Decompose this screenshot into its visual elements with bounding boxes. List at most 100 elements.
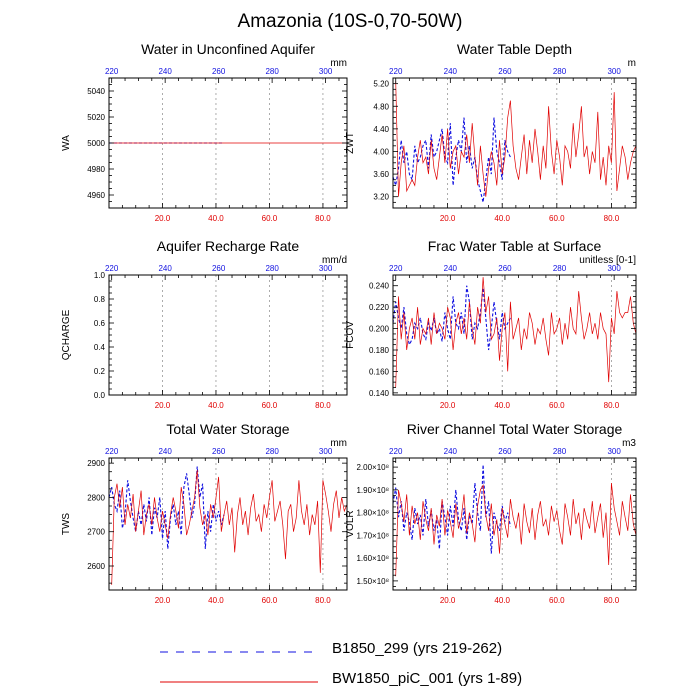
x-tick-label-top-qcharge: 220 xyxy=(105,264,119,273)
panel-title-volr: River Channel Total Water Storage xyxy=(407,421,623,437)
y-tick-label-volr: 1.70×10⁸ xyxy=(356,531,389,540)
series-line-tws-b1850 xyxy=(109,466,225,549)
x-tick-label-bottom-wa: 40.0 xyxy=(208,214,224,223)
x-tick-label-top-tws: 300 xyxy=(319,447,333,456)
x-tick-label-bottom-wa: 60.0 xyxy=(262,214,278,223)
units-label-volr: m3 xyxy=(622,438,636,449)
y-tick-label-volr: 2.00×10⁸ xyxy=(356,463,389,472)
y-tick-label-zwt: 5.20 xyxy=(373,80,389,89)
units-label-fcov: unitless [0-1] xyxy=(579,255,636,266)
x-tick-label-top-tws: 280 xyxy=(265,447,279,456)
series-group-zwt xyxy=(393,80,636,203)
x-tick-label-bottom-fcov: 40.0 xyxy=(494,401,510,410)
series-line-zwt-bw1850 xyxy=(395,80,636,197)
y-tick-label-volr: 1.60×10⁸ xyxy=(356,554,389,563)
x-tick-label-top-zwt: 300 xyxy=(607,67,621,76)
y-tick-label-tws: 2700 xyxy=(87,528,105,537)
panel-title-tws: Total Water Storage xyxy=(166,421,289,437)
y-tick-label-wa: 5000 xyxy=(87,139,105,148)
y-axis-label-volr: VOLR xyxy=(345,510,356,537)
x-tick-label-top-qcharge: 280 xyxy=(265,264,279,273)
series-line-fcov-bw1850 xyxy=(395,277,636,388)
x-tick-label-bottom-tws: 40.0 xyxy=(208,596,224,605)
series-line-volr-b1850 xyxy=(393,464,511,554)
x-tick-label-bottom-volr: 40.0 xyxy=(494,596,510,605)
series-group-tws xyxy=(109,466,347,585)
y-tick-label-qcharge: 0.0 xyxy=(94,391,106,400)
y-axis-label-qcharge: QCHARGE xyxy=(61,309,72,360)
series-group-volr xyxy=(393,464,636,577)
y-tick-label-volr: 1.50×10⁸ xyxy=(356,577,389,586)
y-tick-label-zwt: 4.80 xyxy=(373,102,389,111)
y-tick-label-fcov: 0.160 xyxy=(369,367,390,376)
y-axis-label-zwt: ZWT xyxy=(345,132,356,154)
x-tick-label-top-zwt: 260 xyxy=(498,67,512,76)
y-tick-label-fcov: 0.220 xyxy=(369,303,390,312)
x-tick-label-top-wa: 280 xyxy=(265,67,279,76)
x-tick-label-bottom-tws: 80.0 xyxy=(315,596,331,605)
y-axis-label-fcov: FCOV xyxy=(345,321,356,349)
plot-frame-qcharge xyxy=(108,274,348,396)
x-tick-label-bottom-volr: 80.0 xyxy=(604,596,620,605)
legend-item-bw1850: BW1850_piC_001 (yrs 1-89) xyxy=(160,670,640,694)
x-tick-label-bottom-zwt: 20.0 xyxy=(440,214,456,223)
x-tick-label-bottom-zwt: 80.0 xyxy=(604,214,620,223)
panel-qcharge: Aquifer Recharge Rate mm/d QCHARGE 0.0 0.2 0.… xyxy=(61,238,348,410)
panel-title-fcov: Frac Water Table at Surface xyxy=(428,238,602,254)
y-tick-label-qcharge: 0.2 xyxy=(94,367,106,376)
panel-wa: Water in Unconfined Aquifer mm WA 4960 4980 5… xyxy=(61,41,348,223)
y-tick-label-qcharge: 0.6 xyxy=(94,319,106,328)
x-tick-label-top-volr: 280 xyxy=(553,447,567,456)
x-tick-label-bottom-qcharge: 80.0 xyxy=(315,401,331,410)
x-tick-label-bottom-fcov: 60.0 xyxy=(549,401,565,410)
x-tick-label-top-wa: 240 xyxy=(158,67,172,76)
panel-title-wa: Water in Unconfined Aquifer xyxy=(141,41,315,57)
y-tick-label-qcharge: 0.8 xyxy=(94,295,106,304)
y-tick-label-tws: 2600 xyxy=(87,562,105,571)
x-tick-label-top-fcov: 220 xyxy=(389,264,403,273)
y-tick-label-tws: 2900 xyxy=(87,459,105,468)
y-tick-label-wa: 5040 xyxy=(87,87,105,96)
x-tick-label-top-volr: 240 xyxy=(444,447,458,456)
legend-label-b1850: B1850_299 (yrs 219-262) xyxy=(332,640,503,657)
x-tick-label-top-zwt: 220 xyxy=(389,67,403,76)
y-tick-label-volr: 1.80×10⁸ xyxy=(356,509,389,518)
x-tick-label-top-qcharge: 240 xyxy=(158,264,172,273)
x-tick-label-bottom-fcov: 20.0 xyxy=(440,401,456,410)
series-group-fcov xyxy=(393,277,636,388)
x-tick-label-bottom-zwt: 60.0 xyxy=(549,214,565,223)
x-tick-label-bottom-qcharge: 40.0 xyxy=(208,401,224,410)
x-tick-label-top-qcharge: 260 xyxy=(212,264,226,273)
x-tick-label-top-fcov: 300 xyxy=(607,264,621,273)
y-tick-label-wa: 5020 xyxy=(87,113,105,122)
y-tick-label-qcharge: 1.0 xyxy=(94,271,106,280)
y-tick-label-fcov: 0.140 xyxy=(369,389,390,398)
x-tick-label-top-wa: 220 xyxy=(105,67,119,76)
x-tick-label-bottom-volr: 60.0 xyxy=(549,596,565,605)
x-tick-label-top-volr: 220 xyxy=(389,447,403,456)
panel-title-zwt: Water Table Depth xyxy=(457,41,572,57)
plot-frame-zwt xyxy=(392,77,637,209)
plot-frame-tws xyxy=(108,457,348,591)
y-axis-label-tws: TWS xyxy=(61,513,72,536)
panel-tws: Total Water Storage mm TWS 2600 2700 2800 2900… xyxy=(61,421,348,605)
series-line-volr-bw1850 xyxy=(395,482,636,577)
y-tick-label-tws: 2800 xyxy=(87,493,105,502)
x-tick-label-bottom-zwt: 40.0 xyxy=(494,214,510,223)
x-tick-label-bottom-tws: 60.0 xyxy=(262,596,278,605)
y-tick-label-zwt: 4.00 xyxy=(373,147,389,156)
x-tick-label-bottom-tws: 20.0 xyxy=(155,596,171,605)
x-tick-label-top-fcov: 280 xyxy=(553,264,567,273)
x-tick-label-top-tws: 240 xyxy=(158,447,172,456)
y-tick-label-fcov: 0.200 xyxy=(369,325,390,334)
y-tick-label-volr: 1.90×10⁸ xyxy=(356,486,389,495)
x-tick-label-top-tws: 220 xyxy=(105,447,119,456)
x-tick-label-bottom-volr: 20.0 xyxy=(440,596,456,605)
y-tick-label-fcov: 0.240 xyxy=(369,282,390,291)
units-label-qcharge: mm/d xyxy=(322,255,347,266)
x-tick-label-top-fcov: 260 xyxy=(498,264,512,273)
units-label-tws: mm xyxy=(330,438,347,449)
y-tick-label-zwt: 4.40 xyxy=(373,125,389,134)
figure-title: Amazonia (10S-0,70-50W) xyxy=(238,11,463,32)
